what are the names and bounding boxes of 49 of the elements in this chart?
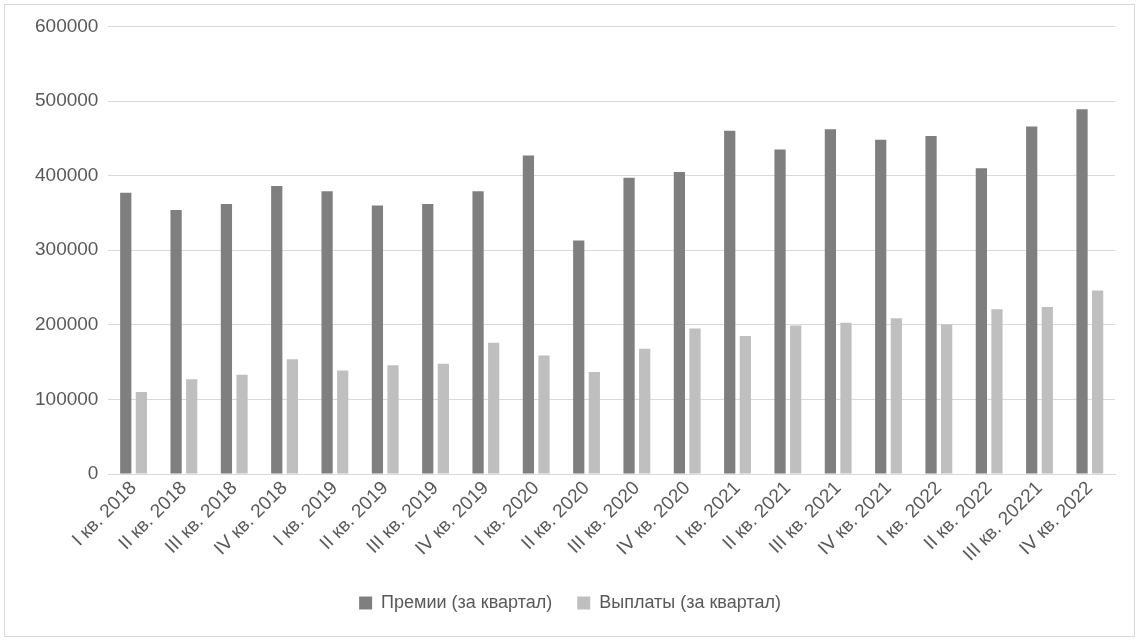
bar	[739, 336, 751, 474]
y-tick-label: 600000	[35, 14, 99, 36]
bar	[1076, 109, 1088, 474]
bar	[186, 379, 198, 474]
bar	[673, 171, 686, 474]
bar	[1026, 126, 1038, 474]
bar	[120, 192, 132, 474]
bar	[790, 325, 802, 474]
y-tick-label: 0	[87, 462, 99, 484]
bar	[538, 355, 550, 474]
bar	[387, 365, 399, 474]
bar	[472, 191, 484, 474]
bar	[840, 322, 852, 474]
bar	[488, 342, 500, 474]
bar	[220, 203, 233, 474]
bar	[689, 328, 701, 474]
bar	[824, 129, 836, 474]
bar	[941, 324, 953, 474]
bar	[522, 155, 535, 474]
bar	[371, 205, 384, 474]
bar	[639, 348, 651, 474]
bar	[321, 191, 333, 474]
bar	[1092, 290, 1104, 474]
bar	[1041, 306, 1053, 474]
bar	[236, 374, 248, 474]
y-tick-label: 400000	[35, 163, 99, 185]
bar	[975, 168, 987, 474]
y-tick-label: 500000	[35, 89, 99, 111]
bar	[774, 149, 786, 474]
legend-label: Выплаты (за квартал)	[599, 591, 781, 612]
bar	[437, 363, 449, 474]
bar	[271, 186, 283, 474]
y-tick-label: 100000	[35, 387, 99, 409]
bar	[337, 370, 349, 474]
y-tick-label: 300000	[35, 238, 99, 260]
bar	[875, 139, 887, 474]
legend-label: Премии (за квартал)	[381, 591, 553, 612]
bar	[422, 203, 434, 474]
bar	[170, 209, 182, 474]
bar	[991, 309, 1003, 474]
bar	[588, 371, 600, 474]
bar	[573, 240, 585, 474]
bar	[724, 130, 736, 474]
y-tick-label: 200000	[35, 313, 99, 335]
bar	[890, 318, 902, 474]
bar	[135, 392, 147, 474]
bar	[623, 177, 635, 474]
bar	[286, 359, 298, 474]
bar	[925, 136, 937, 474]
